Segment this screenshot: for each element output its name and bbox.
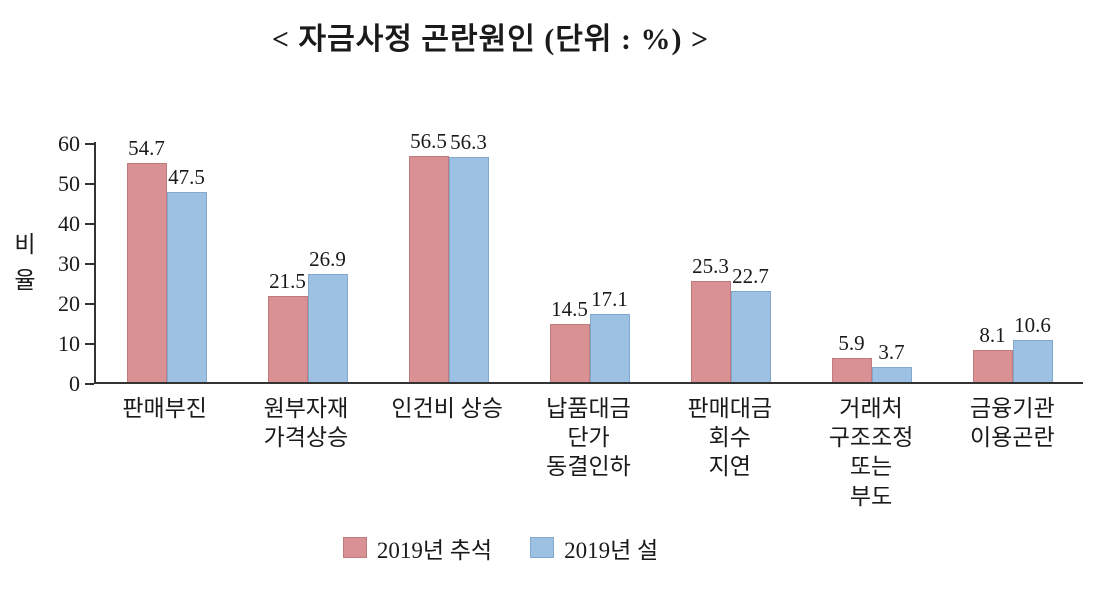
y-tick-label: 10 [58, 331, 80, 356]
legend-swatch [530, 537, 555, 559]
bar-series-2: 22.7 [730, 264, 771, 382]
bar-group: 8.1 10.6 [942, 313, 1083, 382]
category-label-line: 인건비 상승 [391, 396, 503, 421]
legend: 2019년 추석 2019년 설 [8, 531, 993, 565]
legend-item: 2019년 추석 [342, 531, 493, 565]
y-tick-label: 40 [58, 211, 80, 236]
bar-value-label: 3.7 [878, 340, 905, 365]
y-tick-mark [85, 303, 94, 305]
bar-series-2: 56.3 [448, 130, 489, 382]
y-tick-label: 60 [58, 131, 80, 156]
y-tick-mark [85, 383, 94, 385]
y-tick-label: 20 [58, 291, 80, 316]
category-label-line: 가격상승 [263, 425, 349, 451]
bar-group: 56.5 56.3 [378, 129, 519, 382]
bar-series-2: 26.9 [307, 247, 348, 382]
y-tick-label: 0 [69, 371, 80, 396]
legend-label: 2019년 추석 [376, 537, 493, 563]
bar-value-label: 5.9 [838, 331, 865, 356]
y-axis-title: 비 율 [14, 232, 36, 293]
bar-group: 54.7 47.5 [96, 136, 237, 382]
bar-series-2: 47.5 [166, 165, 207, 382]
category-label-line: 단가 [567, 425, 610, 451]
category-label-line: 지연 [708, 454, 751, 480]
legend-label: 2019년 설 [564, 537, 659, 563]
category-label-line: 이용곤란 [970, 425, 1055, 451]
y-tick-mark [85, 183, 94, 185]
y-tick-mark [85, 223, 94, 225]
category-label-line: 납품대금 [546, 396, 631, 421]
bar-value-label: 10.6 [1014, 312, 1051, 337]
bar-series-1: 5.9 [831, 331, 872, 382]
category-label-line: 거래처 [839, 396, 903, 421]
bar-chart: 비 율 0 10 20 30 40 50 60 54.7 47.5 21.5 26.9 56.5 56… [8, 129, 1083, 511]
category-label-line: 동결인하 [546, 454, 631, 480]
bar-value-label: 21.5 [269, 269, 306, 293]
y-tick-label: 50 [58, 171, 80, 196]
y-tick-label: 30 [58, 251, 80, 276]
bar-value-label: 14.5 [551, 297, 588, 321]
x-axis-labels: 판매부진 원부자재 가격상승 인건비 상승 납품대금 단가 동결인하 판매대금 회수 지연 거래처 구… [94, 384, 1083, 511]
bar-value-label: 25.3 [692, 253, 729, 278]
bar-group: 14.5 17.1 [519, 287, 660, 382]
bar-series-1: 56.5 [408, 129, 449, 382]
bar-series-1: 25.3 [690, 254, 731, 382]
category-label-line: 금융기관 [970, 396, 1055, 421]
y-tick-mark [85, 143, 94, 145]
bar-value-label: 54.7 [128, 136, 165, 161]
category-label-line: 원부자재 [263, 396, 349, 421]
plot-wrapper: 54.7 47.5 21.5 26.9 56.5 56.3 14.5 17.1 25.3 22.7… [94, 129, 1083, 511]
bar-value-label: 56.5 [410, 129, 447, 153]
bar-group: 25.3 22.7 [660, 254, 801, 382]
category-label-line: 판매부진 [122, 396, 207, 421]
category-label-line: 회수 [708, 425, 751, 451]
category-label-line: 구조조정 [828, 425, 914, 451]
legend-item: 2019년 설 [530, 531, 658, 565]
bar-value-label: 17.1 [591, 286, 628, 311]
bar-series-1: 8.1 [972, 323, 1013, 382]
bar-series-2: 10.6 [1012, 313, 1053, 382]
y-tick-mark [85, 263, 94, 265]
plot-area: 54.7 47.5 21.5 26.9 56.5 56.3 14.5 17.1 25.3 22.7… [94, 129, 1083, 384]
bar-group: 5.9 3.7 [801, 331, 942, 382]
bar-series-2: 3.7 [871, 340, 912, 382]
bar-series-1: 54.7 [126, 136, 167, 382]
chart-title: < 자금사정 곤란원인 (단위 : %) > [271, 23, 710, 56]
bar-value-label: 47.5 [168, 165, 205, 189]
category-label: 인건비 상승 [377, 394, 518, 511]
bar-value-label: 22.7 [732, 264, 769, 289]
category-label-line: 또는 [849, 454, 893, 480]
bar-value-label: 8.1 [979, 322, 1006, 347]
bar-series-2: 17.1 [589, 287, 630, 382]
bar-value-label: 26.9 [309, 247, 346, 272]
bar-series-1: 21.5 [267, 269, 308, 382]
category-label-line: 부도 [849, 483, 893, 509]
bar-value-label: 56.3 [450, 129, 487, 154]
bar-series-1: 14.5 [549, 297, 590, 382]
category-label: 판매부진 [94, 394, 235, 511]
category-label-line: 판매대금 [687, 396, 773, 421]
y-axis: 0 10 20 30 40 50 60 [42, 131, 94, 396]
legend-swatch [342, 537, 367, 559]
y-tick-mark [85, 343, 94, 345]
bar-group: 21.5 26.9 [237, 247, 378, 382]
